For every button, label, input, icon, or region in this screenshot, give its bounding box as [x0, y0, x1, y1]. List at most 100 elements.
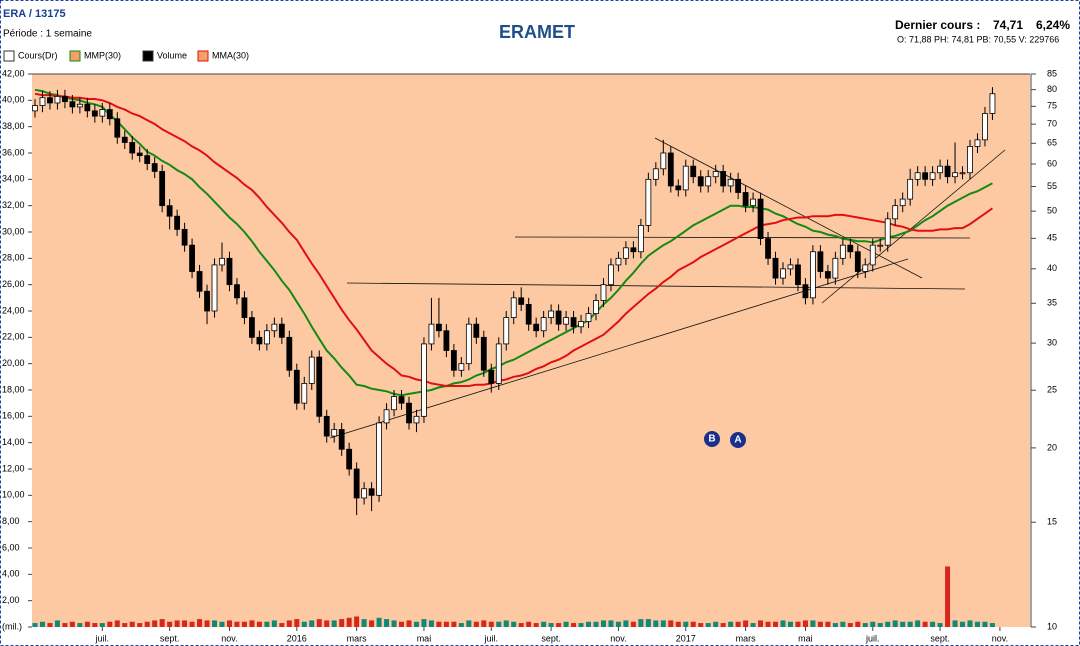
symbol: ERA / 13175: [3, 8, 66, 20]
volume-bar: [496, 621, 502, 627]
candle-body: [196, 271, 203, 292]
candle-body: [824, 271, 831, 279]
candle-body: [765, 238, 771, 259]
candle-body: [555, 310, 562, 325]
candle-body: [54, 95, 61, 104]
volume-bar: [77, 623, 83, 627]
y2-tick-label: 85: [1047, 68, 1057, 78]
volume-bar: [810, 620, 816, 627]
volume-bar: [107, 621, 113, 627]
candle-body: [518, 297, 525, 305]
volume-bar: [301, 621, 307, 627]
candle-body: [578, 321, 584, 328]
marker-label: B: [708, 434, 715, 445]
legend-label: Cours(Dr): [18, 50, 58, 60]
volume-bar: [750, 623, 756, 627]
volume-bar: [54, 620, 60, 627]
volume-bar: [421, 619, 427, 627]
y2-tick-label: 75: [1047, 101, 1057, 111]
x-tick-label: juil.: [484, 633, 499, 643]
volume-bar: [578, 623, 584, 627]
volume-bar: [922, 621, 928, 627]
volume-bar: [675, 621, 681, 627]
candle-body: [929, 172, 936, 180]
candle-body: [832, 257, 839, 279]
volume-bar: [294, 619, 300, 627]
volume-bar: [428, 620, 434, 627]
candle-body: [600, 284, 607, 301]
candle-body: [877, 244, 884, 247]
y2-tick-label: 55: [1047, 181, 1057, 191]
marker-b: [704, 431, 720, 447]
volume-bar: [451, 621, 457, 627]
x-tick-label: mai: [417, 633, 432, 643]
volume-bar: [608, 620, 614, 627]
volume-bar: [473, 621, 479, 627]
y2-tick-label: 65: [1047, 138, 1057, 148]
candle-body: [308, 356, 315, 384]
volume-bar: [593, 621, 599, 627]
y-tick-label: 28,00: [2, 253, 25, 263]
candle-body: [129, 142, 136, 154]
volume-bar: [907, 621, 913, 627]
candles: [32, 87, 996, 516]
y-tick-label: 32,00: [2, 200, 25, 210]
y-tick-label: 36,00: [2, 147, 25, 157]
candle-body: [278, 323, 285, 338]
candle-body: [91, 110, 98, 117]
candle-body: [181, 228, 188, 246]
candle-body: [495, 343, 502, 384]
volume-bar: [743, 620, 749, 627]
candle-body: [570, 317, 577, 328]
candle-body: [503, 317, 510, 345]
volume-bar: [219, 621, 225, 627]
legend-swatch: [142, 50, 154, 62]
volume-bar: [870, 621, 876, 627]
volume-bar: [241, 621, 247, 627]
candle-body: [847, 244, 854, 253]
volume-bar: [586, 621, 592, 627]
volume-bar: [623, 620, 629, 627]
candle-body: [652, 168, 659, 180]
volume-bar: [264, 621, 270, 627]
volume-bar: [256, 621, 262, 627]
volume-bar: [279, 623, 285, 627]
volume-bar: [653, 620, 659, 627]
last-price: 74,71: [993, 18, 1023, 32]
candle-body: [615, 257, 622, 266]
x-tick-label: nov.: [992, 633, 1008, 643]
candle-body: [839, 244, 846, 259]
volume-bar: [182, 620, 188, 627]
candle-body: [234, 284, 240, 299]
candle-body: [69, 101, 76, 108]
candle-body: [630, 247, 637, 253]
volume-bar: [114, 620, 120, 627]
candle-body: [421, 343, 427, 417]
volume-bars: [32, 566, 995, 627]
volume-bar: [698, 623, 704, 627]
candle-body: [263, 330, 270, 345]
candle-body: [84, 103, 91, 112]
volume-bar: [974, 621, 980, 627]
candle-body: [712, 171, 719, 178]
candle-body: [256, 336, 263, 345]
volume-bar: [458, 623, 464, 627]
candle-body: [705, 176, 712, 187]
candle-body: [166, 205, 173, 217]
y-tick-label: 40,00: [2, 95, 25, 105]
volume-bar: [638, 619, 644, 627]
volume-bar: [541, 621, 547, 627]
candle-body: [368, 488, 375, 496]
volume-bar: [324, 620, 330, 627]
volume-bar: [713, 621, 719, 627]
marker-a: [730, 432, 746, 448]
y-tick-label: 26,00: [2, 279, 25, 289]
volume-bar: [982, 621, 988, 627]
volume-bar: [690, 621, 696, 627]
x-tick-label: 2016: [287, 633, 307, 643]
volume-bar: [728, 621, 734, 627]
candle-body: [376, 422, 382, 496]
volume-bar: [645, 619, 651, 627]
candle-body: [316, 356, 323, 417]
volume-bar: [174, 620, 180, 627]
